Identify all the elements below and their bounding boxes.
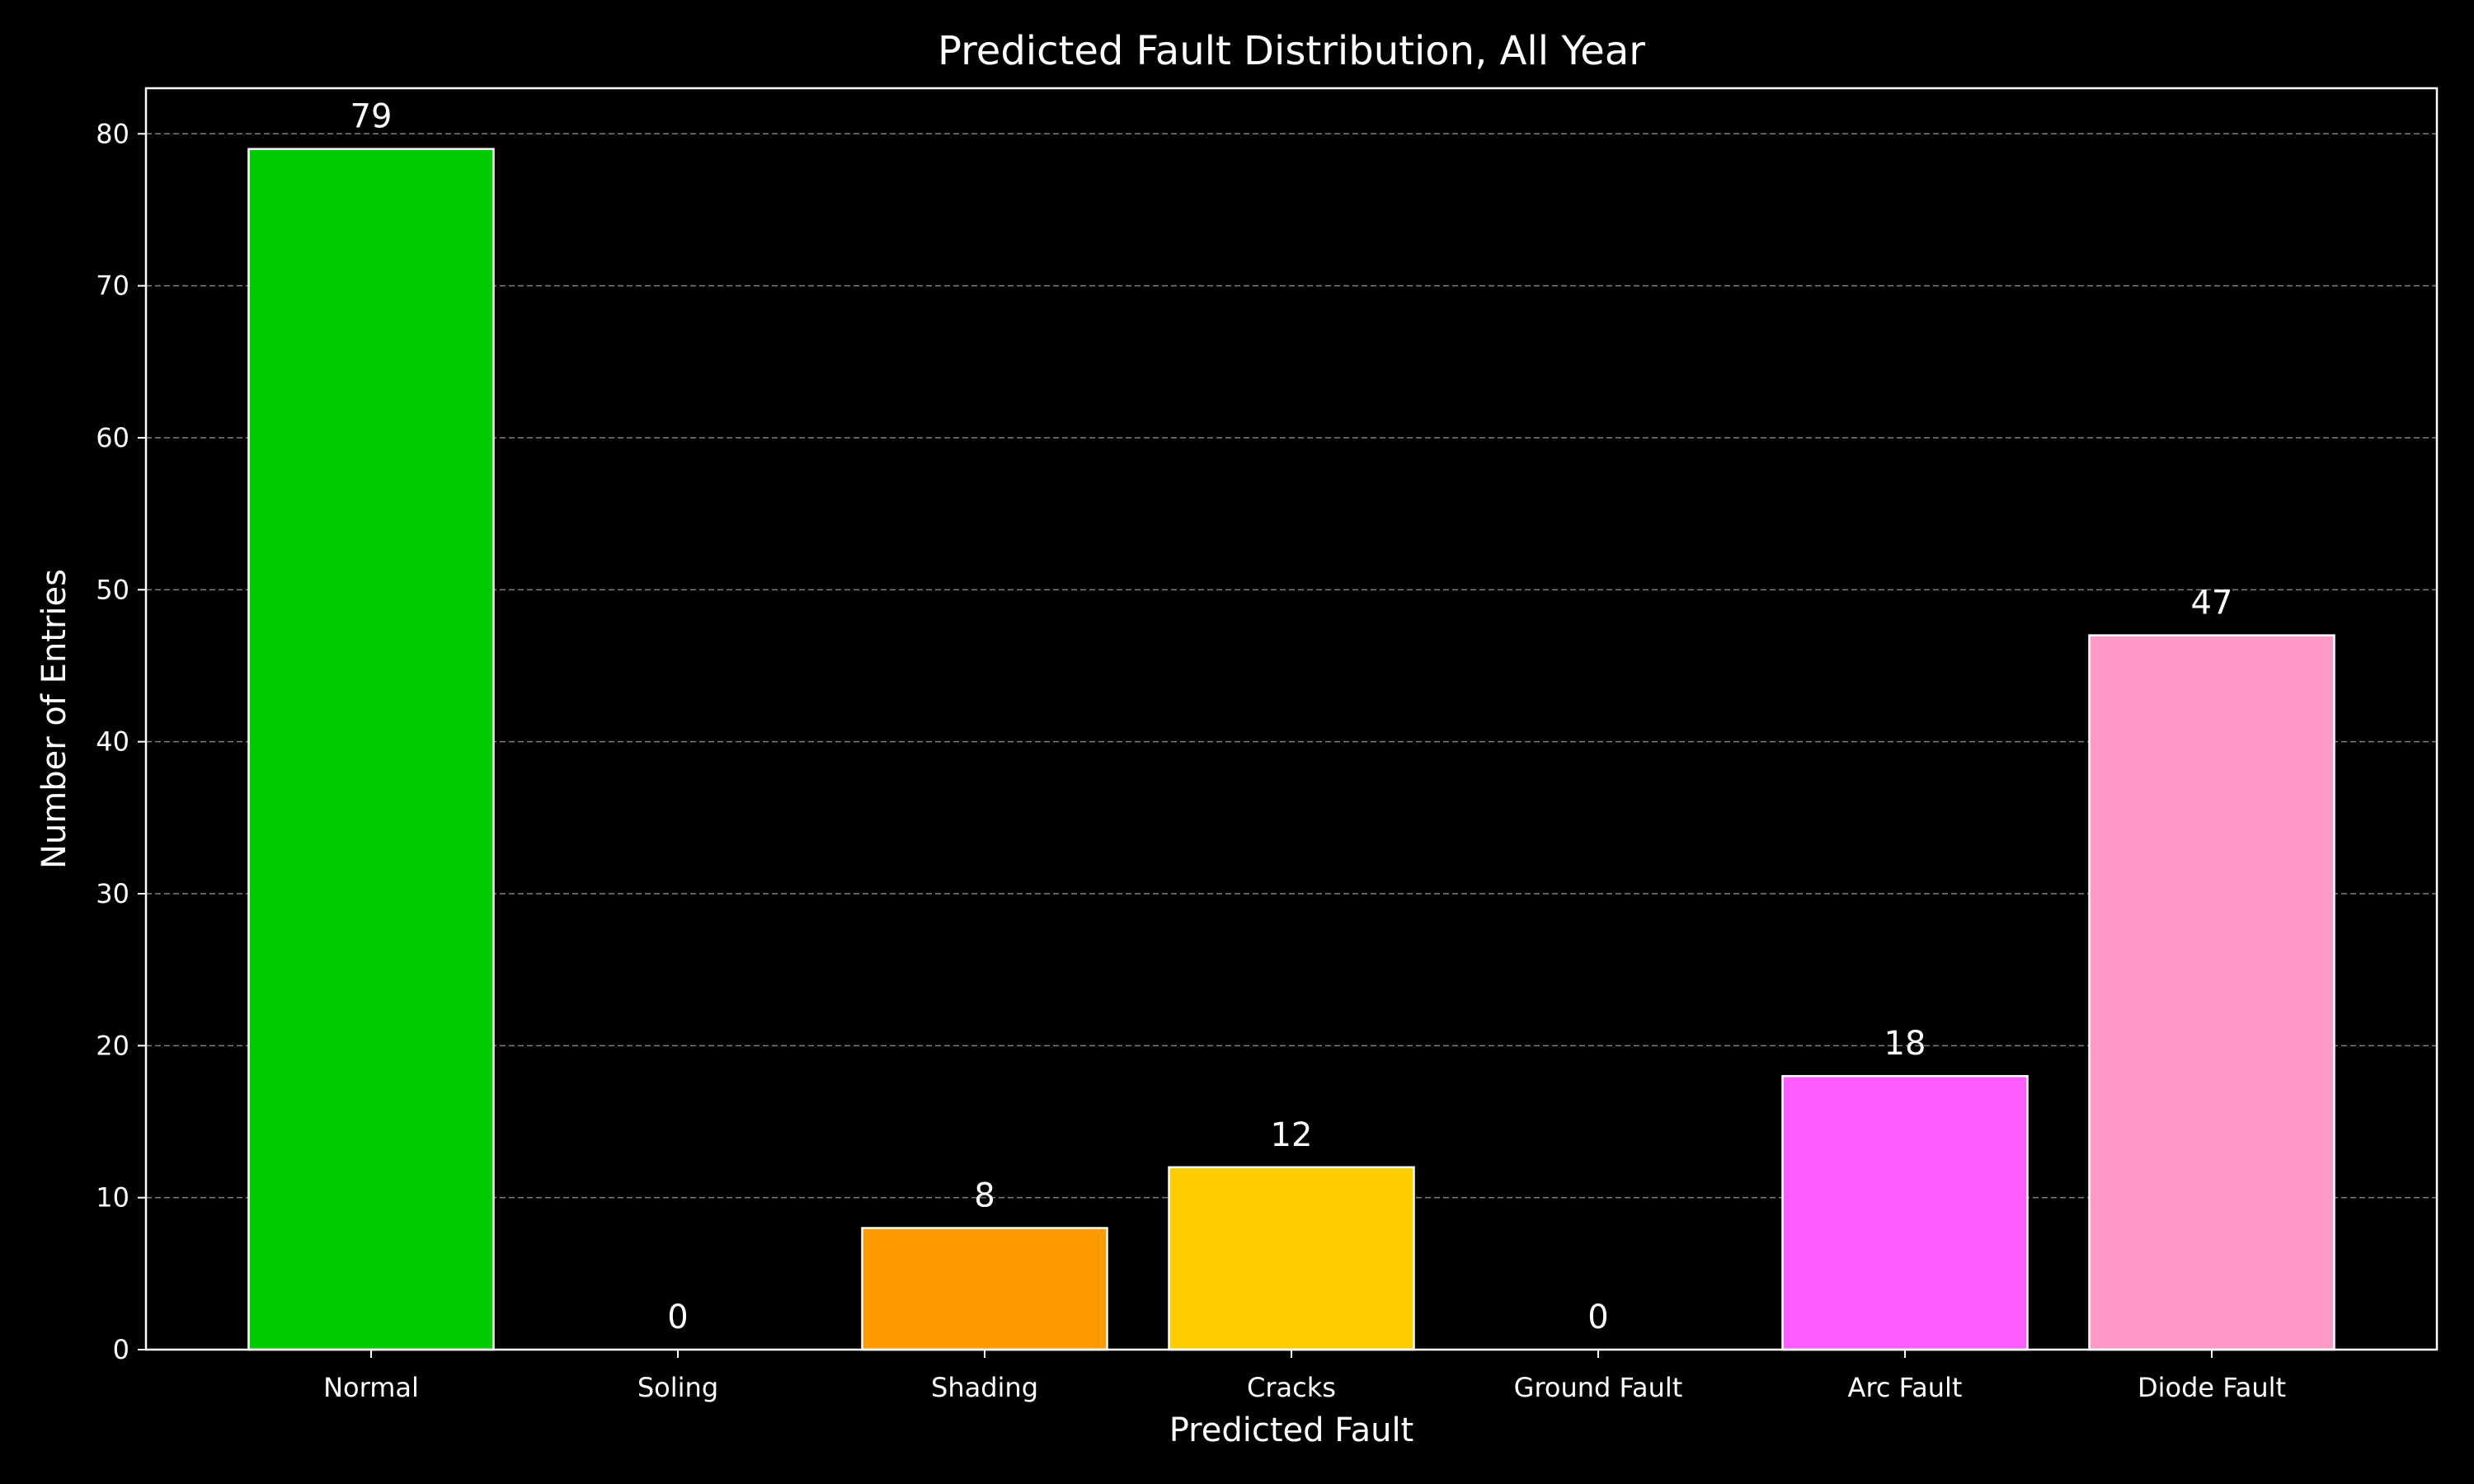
grid-lines [146,133,2437,1199]
y-tick-label: 80 [96,118,129,149]
x-tick-label: Diode Fault [2138,1372,2286,1403]
x-tick-label: Arc Fault [1848,1372,1963,1403]
bar-cracks [1168,1166,1415,1351]
data-label: 8 [974,1177,995,1215]
x-tick-label: Normal [323,1372,419,1403]
bar-shading [861,1227,1108,1351]
data-label: 18 [1884,1025,1926,1063]
bar-arc-fault [1781,1074,2029,1351]
data-label: 12 [1271,1116,1313,1154]
data-labels: 79 0 8 12 0 18 47 [350,98,2233,1336]
y-tick-label: 50 [96,574,129,605]
x-tick-label: Ground Fault [1514,1372,1683,1403]
x-tick-label: Shading [931,1372,1038,1403]
chart-title: Predicted Fault Distribution, All Year [938,28,1645,74]
y-tick-label: 10 [96,1182,129,1214]
data-label: 0 [1587,1298,1608,1336]
bar-normal [247,148,495,1351]
x-tick-label: Cracks [1247,1372,1336,1403]
bars [247,148,2335,1351]
data-label: 47 [2191,585,2233,622]
y-tick-label: 40 [96,726,129,758]
y-tick-label: 60 [96,422,129,453]
x-tick-label: Soling [637,1372,718,1403]
y-axis-label: Number of Entries [35,569,73,869]
data-label: 79 [350,98,393,136]
y-tick-label: 30 [96,878,129,909]
y-tick-label: 0 [113,1334,129,1365]
x-axis-label: Predicted Fault [1169,1411,1413,1449]
y-tick-label: 70 [96,270,129,302]
data-label: 0 [667,1298,688,1336]
bar-diode-fault [2088,634,2335,1351]
y-tick-label: 20 [96,1030,129,1061]
